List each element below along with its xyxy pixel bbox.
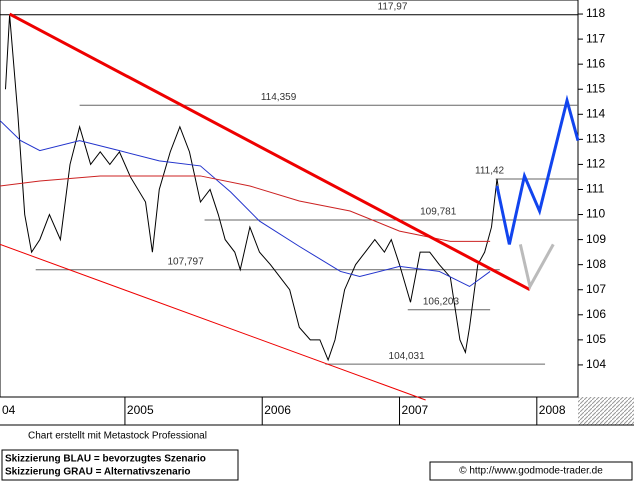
series-line	[0, 243, 426, 401]
series-line	[518, 243, 555, 291]
source-box	[429, 461, 633, 481]
level-label: 114,359	[261, 92, 297, 103]
corner-hatch	[578, 397, 634, 425]
y-tick-label: 104	[586, 357, 606, 371]
level-label: 104,031	[389, 351, 426, 362]
y-tick-label: 112	[586, 157, 605, 171]
y-tick-label: 111	[586, 182, 605, 196]
y-tick-label: 108	[586, 257, 606, 271]
x-tick-label: 2005	[127, 403, 154, 417]
series-line	[0, 175, 491, 242]
y-tick-label: 113	[586, 132, 605, 146]
plot-area	[0, 0, 579, 398]
y-tick-label: 114	[586, 106, 605, 120]
series-line	[495, 94, 580, 245]
x-tick-label: 2008	[539, 403, 566, 417]
legend-box	[1, 449, 239, 481]
series-line	[4, 14, 503, 362]
y-tick-label: 115	[586, 81, 605, 95]
y-tick-label: 106	[586, 307, 606, 321]
legend-text: Skizzierung GRAU = Alternativszenario	[5, 467, 191, 478]
level-label: 117,97	[378, 1, 408, 12]
credit: Chart erstellt mit Metastock Professiona…	[28, 431, 207, 442]
level-label: 107,797	[167, 256, 204, 267]
y-tick-label: 118	[586, 6, 605, 20]
y-tick-label: 105	[586, 332, 606, 346]
y-tick-label: 117	[586, 31, 605, 45]
legend-text: Skizzierung BLAU = bevorzugtes Szenario	[5, 454, 206, 465]
y-tick-label: 110	[586, 207, 605, 221]
level-label: 106,203	[423, 296, 460, 307]
y-tick-label: 107	[586, 282, 606, 296]
x-tick-label: 2006	[264, 403, 291, 417]
level-label: 111,42	[475, 166, 505, 177]
y-tick-label: 109	[586, 232, 606, 246]
series-line	[0, 120, 491, 288]
x-tick-label: 04	[2, 403, 16, 417]
x-tick-label: 2007	[402, 403, 429, 417]
series-line	[8, 12, 531, 292]
y-tick-label: 116	[586, 56, 605, 70]
source: © http://www.godmode-trader.de	[459, 466, 603, 477]
level-label: 109,781	[420, 207, 457, 218]
